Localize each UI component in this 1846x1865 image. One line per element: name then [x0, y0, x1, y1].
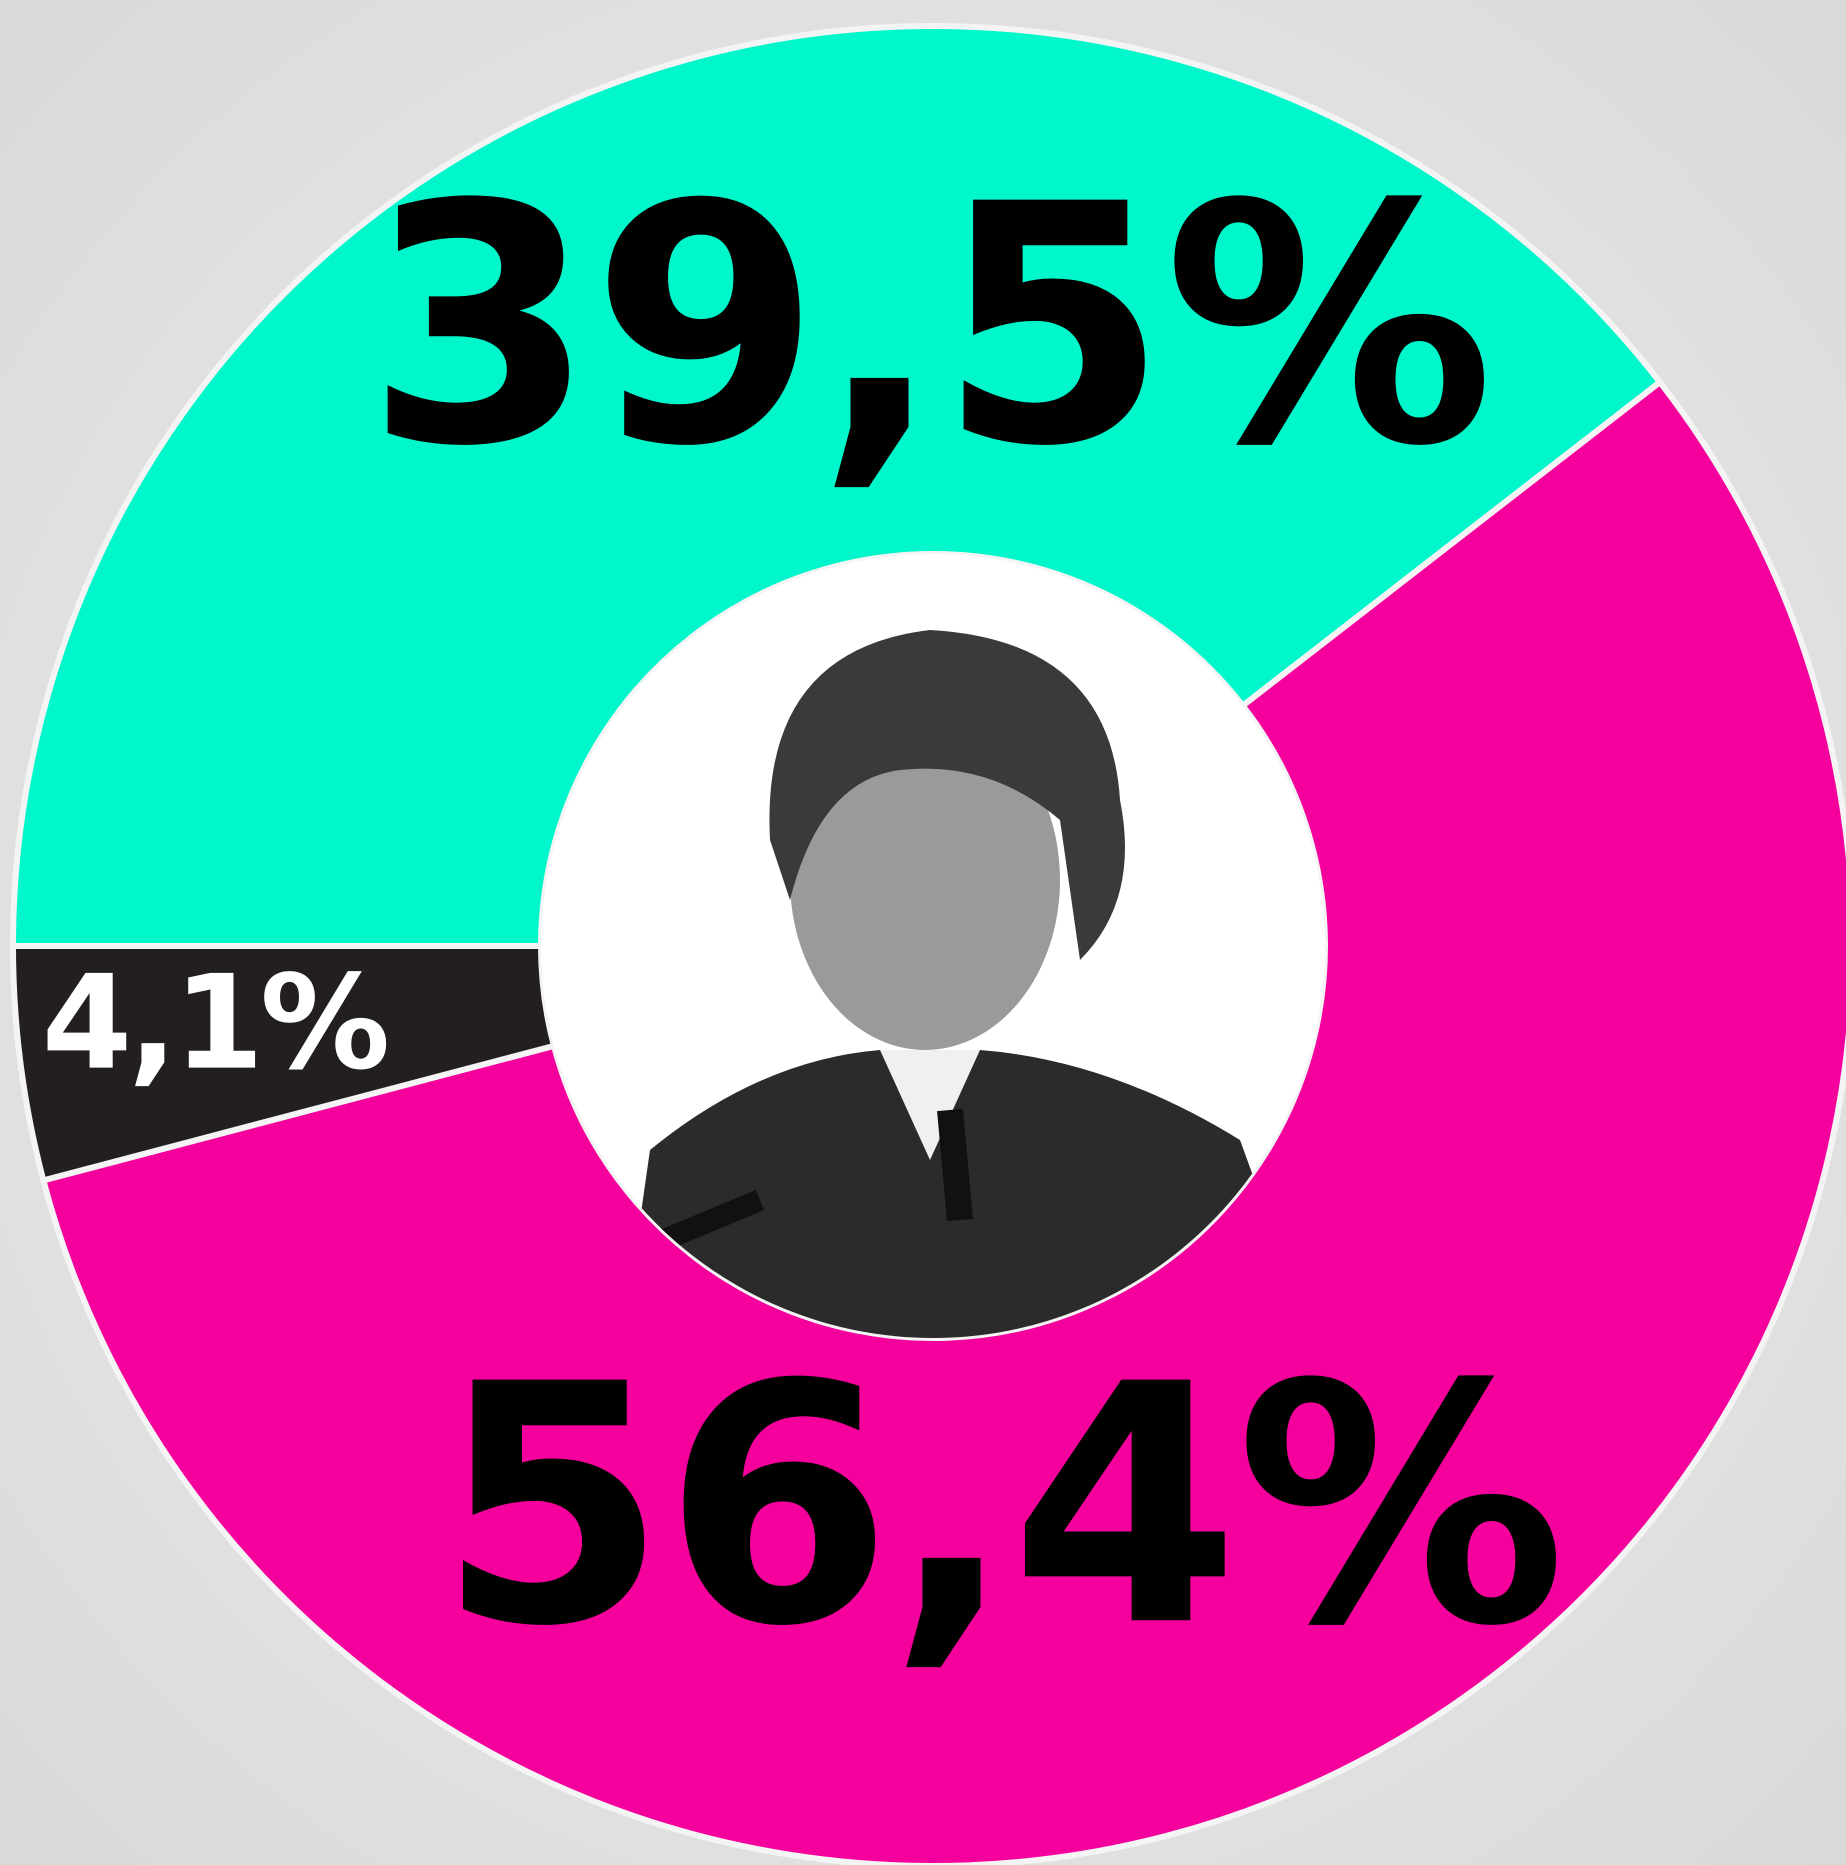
value-label: 39,5% — [366, 134, 1491, 518]
value-label: 4,1% — [42, 947, 387, 1099]
chart: 39,5% 56,4% 4,1% — [0, 0, 1846, 1865]
value-label: 56,4% — [438, 1314, 1563, 1698]
